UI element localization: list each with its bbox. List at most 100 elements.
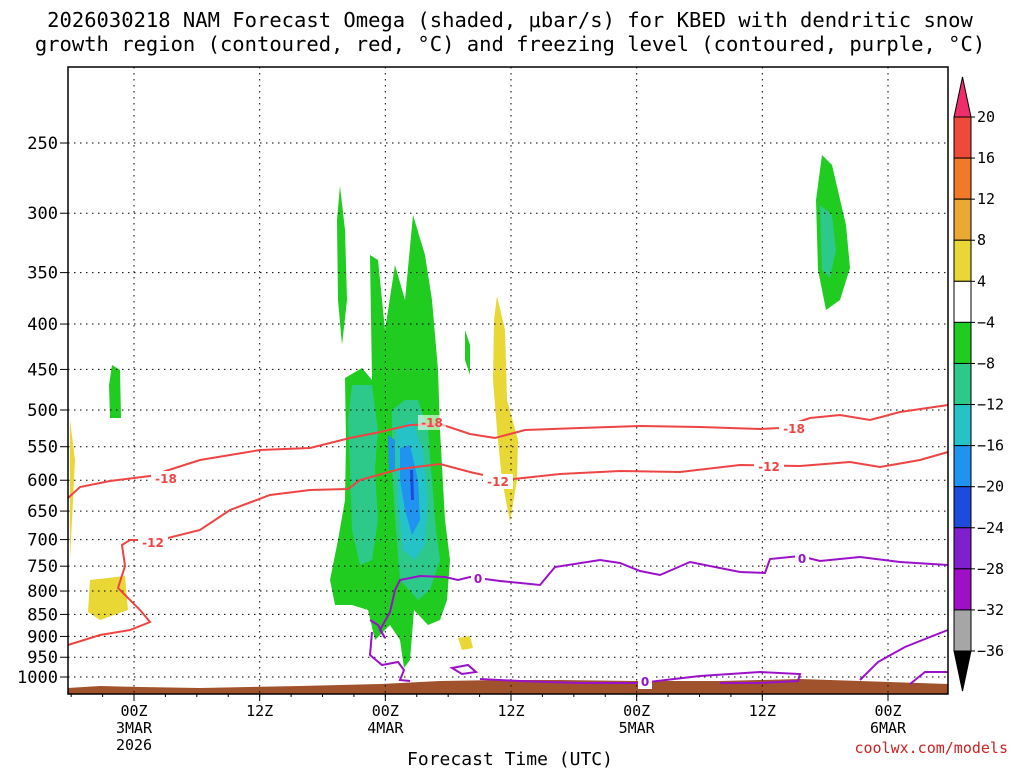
omega-region — [109, 365, 121, 418]
x-tick-label: 3MAR — [116, 719, 153, 737]
colorbar-label: 16 — [977, 149, 995, 167]
colorbar-label: −16 — [977, 437, 1004, 455]
contour-label: 0 — [641, 675, 649, 689]
contour-label-bg — [138, 535, 168, 550]
credit-text: coolwx.com/models — [854, 739, 1008, 757]
chart-title-line1: 2026030218 NAM Forecast Omega (shaded, μ… — [47, 8, 973, 32]
x-tick-label: 5MAR — [619, 719, 656, 737]
contour-label: 0 — [474, 572, 482, 586]
omega-region — [388, 435, 395, 470]
contour-label: 0 — [798, 552, 806, 566]
x-tick-label: 12Z — [497, 702, 524, 720]
y-tick-label: 850 — [27, 605, 58, 625]
contour-labels: -18 -18 -18 -12 -12 -12 0 0 0 — [138, 415, 809, 689]
colorbar-swatch — [953, 404, 972, 447]
y-tick-label: 550 — [27, 438, 58, 458]
contour-zero — [449, 663, 479, 676]
contour-minus18 — [67, 404, 949, 499]
v-gridlines — [133, 67, 889, 694]
contour-label: -18 — [783, 422, 805, 436]
x-tick-label: 00Z — [120, 702, 147, 720]
contour-label-bg — [151, 471, 181, 486]
contour-label: -12 — [758, 460, 780, 474]
colorbar-swatch — [953, 527, 972, 570]
colorbar-label: −32 — [977, 601, 1004, 619]
colorbar-label: 8 — [977, 231, 986, 249]
x-tick-label: 2026 — [116, 736, 152, 754]
contour-label: -12 — [142, 536, 164, 550]
x-tick-label: 12Z — [246, 702, 273, 720]
y-tick-label: 650 — [27, 502, 58, 522]
chart-title-line2: growth region (contoured, red, °C) and f… — [35, 32, 985, 56]
omega-region — [337, 186, 347, 345]
omega-shading — [70, 155, 850, 668]
contour-label: -18 — [421, 416, 443, 430]
freezing-contours — [368, 554, 949, 685]
contour-label-bg — [418, 415, 446, 430]
plot-area: -18 -18 -18 -12 -12 -12 0 0 0 — [67, 66, 949, 695]
y-tick-label: 700 — [27, 531, 58, 551]
contour-label-bg — [638, 675, 652, 689]
x-axis-label: Forecast Time (UTC) — [407, 749, 613, 768]
omega-region — [70, 420, 75, 560]
omega-region — [348, 385, 378, 565]
contour-label-bg — [471, 571, 485, 586]
x-tick-label: 6MAR — [870, 719, 907, 737]
colorbar-arrow-bottom — [953, 650, 972, 692]
colorbar-swatch — [953, 239, 972, 282]
contour-label-bg — [483, 474, 513, 489]
y-tick-label: 800 — [27, 582, 58, 602]
colorbar-label: 4 — [977, 272, 986, 290]
y-tick-label: 950 — [27, 648, 58, 668]
colorbar-swatch — [953, 280, 972, 323]
contour-label-bg — [754, 459, 784, 474]
h-gridlines — [68, 142, 948, 678]
colorbar-label: −8 — [977, 354, 995, 372]
y-tick-label: 750 — [27, 557, 58, 577]
y-tick-label: 1000 — [17, 668, 58, 688]
contour-label: -18 — [155, 472, 177, 486]
contour-label-bg — [779, 421, 809, 436]
contour-zero — [369, 554, 949, 639]
colorbar-swatch — [953, 198, 972, 241]
omega-region — [410, 470, 414, 500]
contour-label-bg — [795, 551, 809, 566]
omega-region — [458, 636, 473, 650]
omega-region — [88, 576, 128, 620]
x-tick-label: 12Z — [749, 702, 776, 720]
colorbar-swatch — [953, 486, 972, 529]
colorbar: 20 16 12 8 4 −4 −8 −12 −16 −20 −24 −28 −32 −36 — [953, 76, 1004, 692]
omega-region — [493, 296, 518, 522]
y-tick-label: 450 — [27, 360, 58, 380]
y-tick-label: 900 — [27, 627, 58, 647]
x-tick-label: 00Z — [372, 702, 399, 720]
colorbar-label: 12 — [977, 190, 995, 208]
colorbar-swatch — [953, 321, 972, 364]
x-tick-label: 00Z — [874, 702, 901, 720]
colorbar-swatch — [953, 568, 972, 611]
colorbar-swatch — [953, 116, 972, 159]
y-tick-label: 350 — [27, 264, 58, 284]
y-tick-label: 250 — [27, 134, 58, 154]
colorbar-arrow-top — [953, 76, 972, 118]
colorbar-swatch — [953, 157, 972, 200]
y-tick-label: 400 — [27, 315, 58, 335]
colorbar-label: −24 — [977, 519, 1004, 537]
x-tick-label: 00Z — [623, 702, 650, 720]
colorbar-swatch — [953, 609, 972, 652]
y-tick-label: 300 — [27, 204, 58, 224]
x-tick-label: 4MAR — [367, 719, 404, 737]
contour-zero — [909, 671, 948, 685]
colorbar-label: −12 — [977, 396, 1004, 414]
omega-region — [465, 330, 470, 375]
colorbar-label: −4 — [977, 313, 995, 331]
colorbar-swatch — [953, 445, 972, 488]
colorbar-label: 20 — [977, 108, 995, 126]
contour-label: -12 — [487, 475, 509, 489]
y-tick-label: 600 — [27, 471, 58, 491]
omega-region — [820, 205, 836, 278]
colorbar-swatch — [953, 362, 972, 406]
plot-frame — [67, 66, 949, 695]
